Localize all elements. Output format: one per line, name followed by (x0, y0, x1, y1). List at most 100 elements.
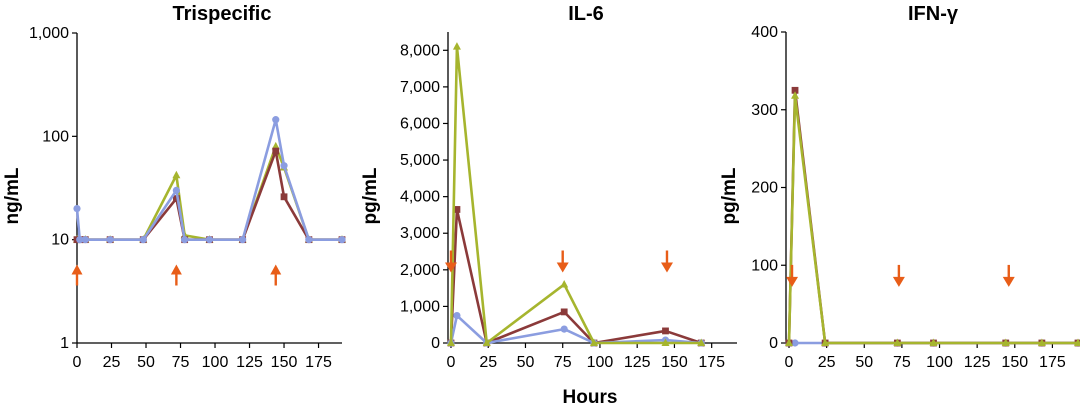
y-tick-label: 0 (431, 335, 440, 352)
dose-arrow-icon (270, 264, 282, 275)
data-point (205, 236, 214, 244)
x-tick-label: 50 (855, 354, 873, 371)
x-tick-label: 150 (1001, 354, 1028, 371)
x-tick-label: 75 (172, 354, 190, 371)
y-tick-label: 1 (60, 335, 69, 352)
panel-il6: IL-6 pg/mL 0 1,000 2,000 3,000 4,000 5,000 6,0… (360, 3, 737, 371)
data-point (446, 338, 455, 346)
data-point (821, 338, 830, 346)
y-tick-label: 5,000 (400, 152, 440, 169)
x-tick-label: 100 (202, 354, 229, 371)
data-point (791, 86, 799, 94)
y-tick-label: 6,000 (400, 115, 440, 132)
data-point (791, 339, 799, 347)
x-tick-label: 25 (103, 354, 121, 371)
x-tick-label: 125 (624, 354, 651, 371)
x-tick-label: 175 (305, 354, 332, 371)
x-tick-label: 25 (479, 354, 497, 371)
chart-title: IL-6 (568, 3, 604, 25)
axes: 0 1,000 2,000 3,000 4,000 5,000 6,000 7,000 8,00… (400, 32, 737, 371)
dose-arrow-icon (786, 276, 799, 287)
data-point (181, 236, 189, 244)
data-point (338, 236, 346, 244)
data-point (482, 338, 491, 346)
x-tick-label: 0 (73, 354, 82, 371)
y-tick-label: 3,000 (400, 225, 440, 242)
data-point (76, 236, 84, 244)
x-tick-label: 75 (893, 354, 911, 371)
y-tick-label: 0 (769, 335, 778, 352)
y-axis-label: pg/mL (360, 167, 381, 224)
data-point (305, 236, 313, 244)
panel-trispecific: Trispecific ng/mL 1 10 100 1,000 0 25 50 75 100 1… (2, 3, 346, 371)
data-point (452, 42, 461, 50)
y-tick-label: 2,000 (400, 262, 440, 279)
data-point (139, 236, 147, 244)
data-point (280, 162, 288, 170)
data-point (560, 325, 568, 333)
y-tick-label: 1,000 (400, 298, 440, 315)
data-point (272, 147, 280, 155)
x-tick-label: 150 (661, 354, 688, 371)
x-tick-label: 50 (137, 354, 155, 371)
data-point (106, 236, 114, 244)
data-point (81, 236, 89, 244)
data-point (272, 116, 280, 124)
x-tick-label: 100 (587, 354, 614, 371)
y-tick-label: 4,000 (400, 189, 440, 206)
data-point (239, 236, 247, 244)
y-axis-label: pg/mL (719, 167, 740, 224)
chart-title: Trispecific (173, 3, 272, 25)
data-point (172, 170, 181, 179)
x-tick-label: 75 (554, 354, 572, 371)
dose-arrow-icon (556, 262, 569, 273)
chart-title: IFN-γ (908, 3, 959, 25)
data-point (697, 338, 706, 346)
data-point (453, 206, 461, 213)
x-tick-label: 0 (785, 354, 794, 371)
dose-arrow-icon (444, 262, 457, 273)
series-brown-line (77, 149, 342, 241)
y-tick-label: 10 (51, 232, 69, 249)
data-point (661, 338, 670, 346)
dose-arrow-icon (71, 264, 83, 275)
dose-arrow-icon (1002, 276, 1015, 287)
data-point (662, 327, 669, 335)
y-tick-label: 100 (751, 257, 778, 274)
data-point (785, 338, 794, 346)
x-tick-label: 175 (698, 354, 725, 371)
data-point (73, 204, 81, 213)
data-point (172, 186, 180, 194)
data-point (560, 279, 569, 288)
y-tick-label: 1,000 (29, 25, 69, 42)
data-point (271, 141, 280, 150)
data-point (791, 91, 800, 99)
y-tick-label: 200 (751, 180, 778, 197)
dose-arrow-icon (892, 276, 905, 287)
data-point (453, 311, 461, 320)
series-brown-line (449, 208, 702, 345)
data-point (929, 338, 938, 346)
y-axis-label: ng/mL (2, 167, 23, 224)
x-tick-label: 125 (236, 354, 263, 371)
series-green-line (787, 94, 1078, 345)
axes: 0 100 200 300 400 0 25 50 75 100 125 150 175 (751, 24, 1080, 371)
panel-ifn-gamma: IFN-γ pg/mL 0 100 200 300 400 0 25 50 75 100 125 15… (719, 3, 1080, 371)
series-blue-line (75, 118, 342, 241)
data-point (280, 193, 288, 201)
y-tick-label: 100 (42, 128, 69, 145)
data-point (1001, 338, 1010, 346)
dose-arrow-icon (660, 262, 673, 273)
series-green-line (449, 45, 702, 345)
data-point (893, 338, 902, 346)
x-tick-label: 0 (447, 354, 456, 371)
y-tick-label: 300 (751, 102, 778, 119)
data-point (560, 308, 568, 316)
x-tick-label: 175 (1039, 354, 1066, 371)
data-point (589, 338, 598, 346)
series-brown-line (787, 89, 1078, 345)
y-tick-label: 8,000 (400, 42, 440, 59)
dose-arrow-icon (170, 264, 182, 275)
axes: 1 10 100 1,000 0 25 50 75 100 125 150 175 (29, 25, 346, 371)
